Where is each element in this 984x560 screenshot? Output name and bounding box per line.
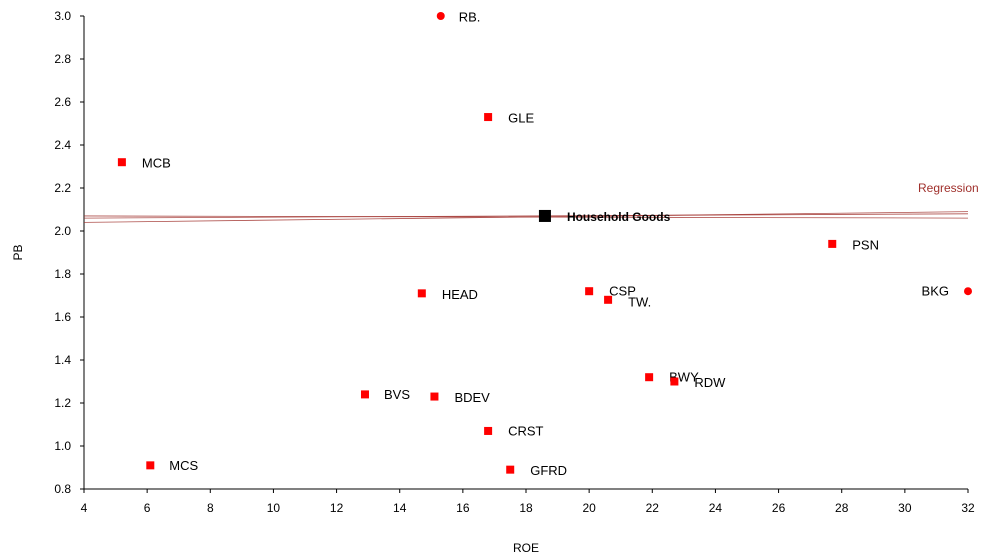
- point-label: CRST: [508, 423, 543, 438]
- regression-line: [83, 213, 969, 219]
- regression-label: Regression: [918, 181, 979, 195]
- x-tick-label: 8: [207, 501, 214, 515]
- y-tick-label: 2.4: [54, 138, 71, 152]
- y-tick-label: 1.0: [54, 439, 71, 453]
- y-tick-label: 1.4: [54, 353, 71, 367]
- data-point-square: [645, 373, 654, 382]
- point-label: RDW: [694, 375, 726, 390]
- x-tick-label: 24: [709, 501, 723, 515]
- x-tick-label: 32: [961, 501, 975, 515]
- point-label: RB.: [459, 10, 481, 25]
- point-label: GLE: [508, 111, 534, 126]
- data-point-square: [417, 289, 426, 298]
- point-label: CSP: [609, 284, 636, 299]
- data-point-square: [670, 377, 679, 386]
- x-tick-label: 10: [267, 501, 281, 515]
- data-point-square: [828, 239, 837, 248]
- y-tick-label: 2.8: [54, 52, 71, 66]
- y-axis-title: PB: [11, 244, 25, 260]
- y-tick-label: 0.8: [54, 482, 71, 496]
- y-tick-label: 1.2: [54, 396, 71, 410]
- x-tick-label: 22: [646, 501, 660, 515]
- x-tick-label: 18: [519, 501, 533, 515]
- y-tick-label: 1.8: [54, 267, 71, 281]
- data-point-square: [117, 158, 126, 167]
- point-label: MCB: [142, 156, 171, 171]
- highlight-label: Household Goods: [567, 210, 671, 224]
- x-tick-label: 26: [772, 501, 786, 515]
- x-tick-label: 20: [582, 501, 596, 515]
- point-label: PSN: [852, 237, 879, 252]
- y-tick-label: 1.6: [54, 310, 71, 324]
- data-point-square: [360, 390, 369, 399]
- point-label: TW.: [628, 294, 651, 309]
- x-tick-label: 4: [81, 501, 88, 515]
- data-point-square: [430, 392, 439, 401]
- x-tick-label: 30: [898, 501, 912, 515]
- highlight-point: [538, 209, 551, 222]
- data-point-square: [146, 461, 155, 470]
- x-tick-label: 12: [330, 501, 344, 515]
- point-label: BKG: [922, 284, 949, 299]
- y-tick-label: 2.2: [54, 181, 71, 195]
- data-point-square: [585, 287, 594, 296]
- x-tick-label: 14: [393, 501, 407, 515]
- data-point-square: [604, 295, 613, 304]
- x-tick-label: 16: [456, 501, 470, 515]
- data-point-square: [484, 426, 493, 435]
- point-label: HEAD: [442, 287, 478, 302]
- y-tick-label: 2.6: [54, 95, 71, 109]
- regression-line: [83, 215, 969, 219]
- data-point-circle: [436, 12, 445, 20]
- x-tick-label: 28: [835, 501, 849, 515]
- point-label: BVS: [384, 387, 410, 402]
- x-axis-title: ROE: [513, 541, 539, 555]
- data-point-circle: [964, 287, 972, 296]
- data-point-square: [484, 113, 493, 122]
- y-tick-label: 3.0: [54, 9, 71, 23]
- data-point-square: [506, 465, 515, 474]
- x-tick-label: 6: [144, 501, 151, 515]
- point-label: MCS: [169, 458, 198, 473]
- y-tick-label: 2.0: [54, 224, 71, 238]
- point-label: BDEV: [454, 390, 490, 405]
- point-label: GFRD: [530, 463, 567, 478]
